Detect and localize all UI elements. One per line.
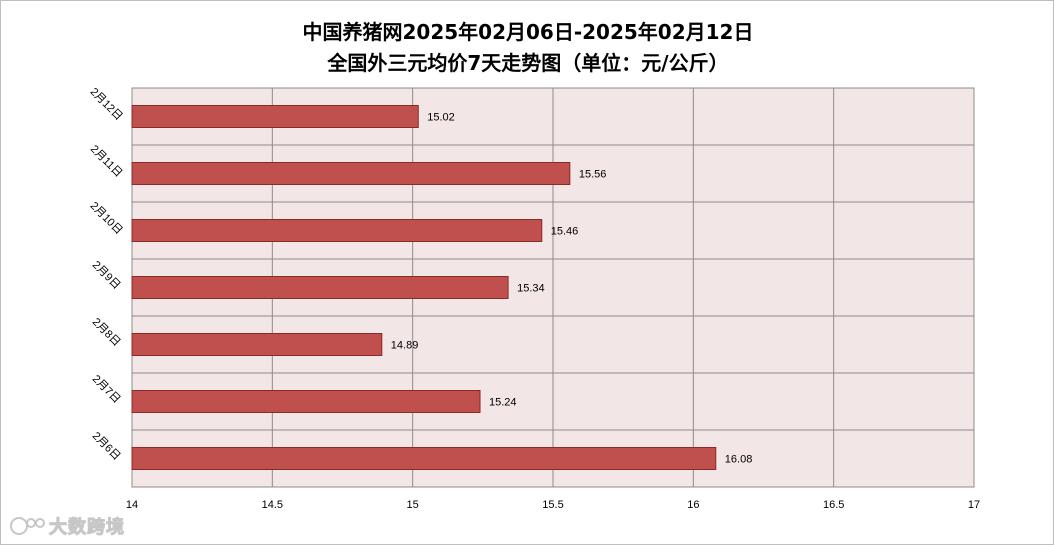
x-tick-label-4: 16 — [687, 499, 699, 511]
category-label-2: 2月10日 — [88, 200, 125, 237]
bar-0 — [131, 105, 419, 128]
data-label-2: 15.46 — [551, 226, 579, 238]
data-label-0: 15.02 — [427, 112, 455, 124]
data-label-4: 14.89 — [391, 340, 419, 352]
grid-lines — [131, 87, 975, 488]
category-label-3: 2月9日 — [90, 259, 123, 292]
bar-2 — [131, 219, 543, 242]
data-label-6: 16.08 — [725, 454, 753, 466]
category-label-4: 2月8日 — [90, 316, 123, 349]
data-label-1: 15.56 — [579, 169, 607, 181]
chart-title-line-1: 中国养猪网2025年02月06日-2025年02月12日 — [303, 20, 754, 44]
watermark: 大数跨境 — [9, 513, 125, 539]
y-axis-category-labels: 2月12日 2月11日 2月10日 2月9日 2月8日 2月7日 2月6日 — [88, 86, 125, 463]
data-labels: 15.02 15.56 15.46 15.34 14.89 15.24 16.08 — [391, 112, 753, 466]
x-tick-label-5: 16.5 — [823, 499, 844, 511]
chart-title-line-2: 全国外三元均价7天走势图（单位：元/公斤） — [326, 51, 728, 75]
category-label-5: 2月7日 — [90, 373, 123, 406]
bar-6 — [131, 447, 717, 470]
category-label-6: 2月6日 — [90, 430, 123, 463]
x-axis-tick-labels: 14 14.5 15 15.5 16 16.5 17 — [126, 499, 980, 511]
x-tick-label-0: 14 — [126, 499, 138, 511]
data-label-5: 15.24 — [489, 397, 517, 409]
bar-1 — [131, 162, 571, 185]
watermark-text: 大数跨境 — [49, 517, 125, 539]
bar-3 — [131, 276, 509, 299]
bars — [131, 105, 717, 470]
data-label-3: 15.34 — [517, 283, 545, 295]
x-tick-label-6: 17 — [968, 499, 980, 511]
bar-5 — [131, 390, 481, 413]
bar-4 — [131, 333, 383, 356]
x-tick-label-2: 15 — [407, 499, 419, 511]
category-label-0: 2月12日 — [88, 86, 125, 123]
category-label-1: 2月11日 — [88, 143, 124, 179]
x-tick-label-1: 14.5 — [262, 499, 283, 511]
x-tick-label-3: 15.5 — [542, 499, 563, 511]
logo-icon — [10, 517, 45, 535]
